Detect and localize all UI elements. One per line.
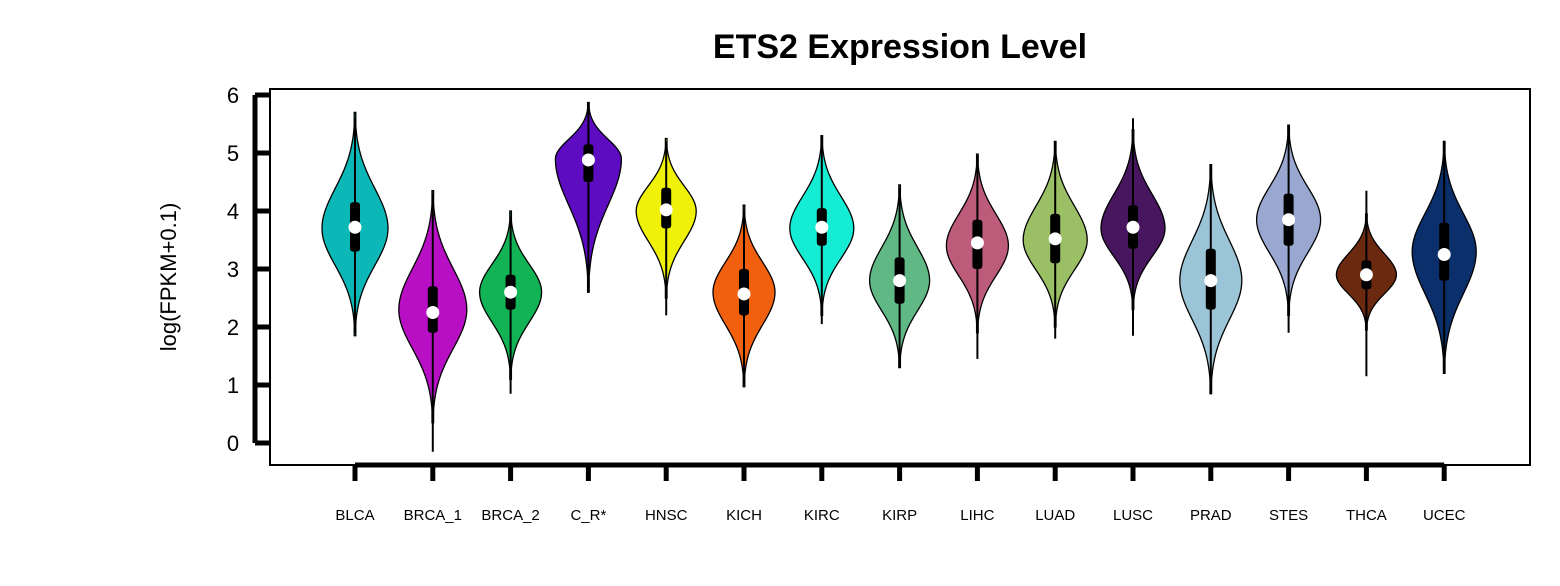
violin-hnsc (635, 137, 697, 316)
violin-median-dot (1282, 213, 1296, 227)
x-tick-label: THCA (1346, 507, 1387, 524)
violin-median-dot (737, 287, 751, 301)
violin-lihc (945, 153, 1010, 359)
x-tick-label: STES (1269, 507, 1308, 524)
y-tick-label: 4 (227, 199, 239, 224)
violin-median-dot (815, 220, 829, 234)
violin-median-dot (581, 153, 595, 167)
violin-kirp (868, 184, 931, 369)
x-tick-label: PRAD (1190, 507, 1232, 524)
violin-lusc (1100, 118, 1166, 336)
violin-median-dot (1048, 232, 1062, 246)
x-tick-label: LUSC (1113, 507, 1153, 524)
violin-median-dot (504, 285, 518, 299)
x-tick-label: LUAD (1035, 507, 1075, 524)
violin-median-dot (1437, 248, 1451, 261)
violin-kich (712, 204, 776, 388)
x-tick-label: KICH (726, 507, 762, 524)
y-tick-label: 1 (227, 373, 239, 398)
x-tick-label: C_R* (570, 507, 606, 524)
chart-title: ETS2 Expression Level (713, 28, 1087, 66)
violin-median-dot (893, 274, 907, 288)
y-tick-label: 3 (227, 257, 239, 282)
violin-median-dot (1359, 268, 1373, 282)
x-tick-label: BRCA_1 (404, 507, 462, 524)
violin-stes (1255, 124, 1322, 333)
violin-c-r- (554, 101, 623, 293)
violin-brca-2 (478, 210, 543, 394)
x-tick-label: KIRC (804, 507, 840, 524)
x-tick-label: UCEC (1423, 507, 1466, 524)
y-tick-label: 0 (227, 431, 239, 456)
x-axis: BLCA BRCA_1 BRCA_2 C_R* HNSC KICH KIRC KIRP LIHC… (335, 462, 1466, 524)
violin-kirc (789, 134, 855, 325)
violin-median-dot (659, 203, 673, 217)
violin-median-dot (348, 220, 362, 234)
violins (321, 101, 1477, 452)
x-tick-label: BLCA (335, 507, 374, 524)
y-tick-label: 2 (227, 315, 239, 340)
violin-thca (1335, 190, 1398, 377)
violin-prad (1179, 163, 1243, 395)
violin-ucec (1411, 140, 1477, 375)
y-tick-label: 5 (227, 141, 239, 166)
violin-blca (321, 111, 389, 337)
y-axis-title: log(FPKM+0.1) (156, 203, 181, 352)
x-tick-label: HNSC (645, 507, 688, 524)
violin-median-dot (1126, 220, 1140, 234)
violin-median-dot (426, 306, 440, 319)
y-axis: 0 1 2 3 4 5 6 (227, 83, 271, 456)
x-tick-label: BRCA_2 (481, 507, 539, 524)
y-tick-label: 6 (227, 83, 239, 108)
violin-median-dot (970, 236, 984, 250)
x-tick-label: KIRP (882, 507, 917, 524)
x-tick-label: LIHC (960, 507, 994, 524)
violin-brca-1 (398, 190, 468, 452)
violin-luad (1022, 140, 1088, 339)
violin-median-dot (1204, 274, 1218, 288)
